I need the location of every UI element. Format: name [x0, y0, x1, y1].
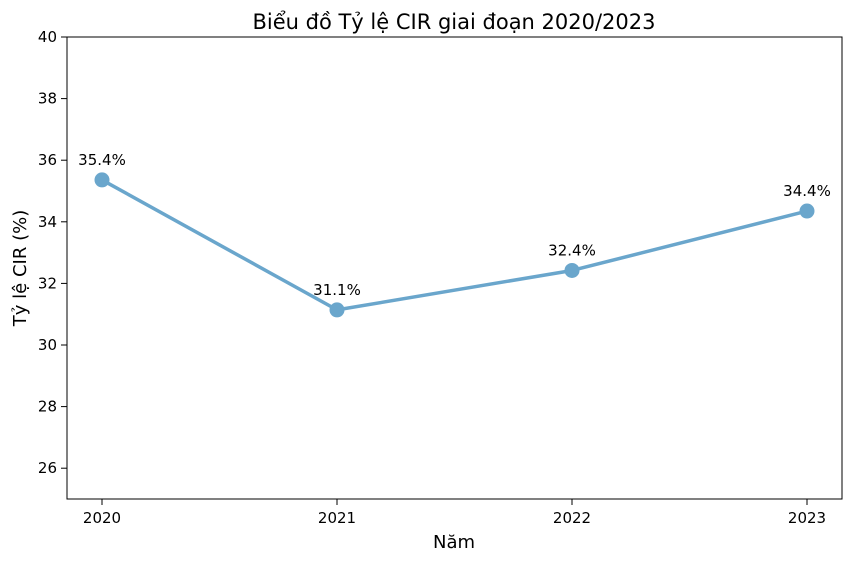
x-tick-label: 2023: [788, 509, 826, 527]
series-cir: [94, 172, 815, 318]
x-axis: 2020 2021 2022 2023: [83, 499, 826, 527]
data-point: [564, 262, 580, 278]
y-tick-label: 28: [38, 398, 57, 416]
y-tick-label: 26: [38, 459, 57, 477]
data-label: 34.4%: [783, 182, 831, 200]
x-axis-label: Năm: [433, 532, 475, 553]
data-point: [799, 203, 815, 219]
data-label: 31.1%: [313, 281, 361, 299]
y-axis-label: Tỷ lệ CIR (%): [10, 210, 31, 327]
y-tick-label: 36: [38, 151, 57, 169]
y-tick-label: 40: [38, 28, 57, 46]
x-tick-label: 2022: [553, 509, 591, 527]
plot-area: [66, 36, 843, 500]
data-label: 35.4%: [78, 151, 126, 169]
y-tick-label: 34: [38, 213, 57, 231]
data-labels: 35.4% 31.1% 32.4% 34.4%: [78, 151, 831, 299]
x-tick-label: 2020: [83, 509, 121, 527]
y-tick-label: 38: [38, 90, 57, 108]
data-label: 32.4%: [548, 241, 596, 259]
y-axis: 26 28 30 32 34 36 38 40: [38, 28, 67, 477]
y-tick-label: 30: [38, 336, 57, 354]
series-line: [100, 178, 809, 312]
plot-frame: [66, 36, 843, 500]
data-point: [329, 302, 345, 318]
x-tick-label: 2021: [318, 509, 356, 527]
y-tick-label: 32: [38, 274, 57, 292]
chart-title: Biểu đồ Tỷ lệ CIR giai đoạn 2020/2023: [252, 10, 655, 34]
data-point: [94, 172, 110, 188]
